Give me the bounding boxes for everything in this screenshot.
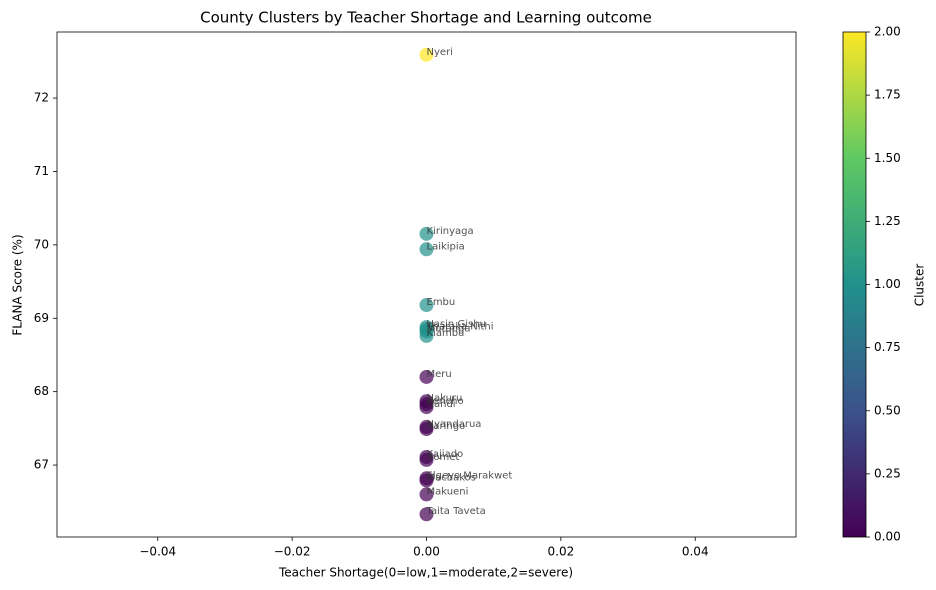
point-label: Machakos [427,472,476,483]
y-tick-label: 71 [34,164,49,178]
colorbar-tick-label: 2.00 [874,25,901,39]
chart-title: County Clusters by Teacher Shortage and … [200,9,652,27]
point-label: Uasin Gishu [427,319,486,330]
point-label: Kericho [427,396,464,407]
point-label: Taita Taveta [426,506,486,517]
colorbar-tick-label: 1.75 [874,88,901,102]
point-label: Nandi [427,399,456,410]
point-label: Embu [427,297,456,308]
x-axis-label: Teacher Shortage(0=low,1=moderate,2=seve… [278,566,573,580]
point-label: Tharaka Nithi [426,321,494,332]
x-tick-label: 0.04 [682,545,709,559]
point [419,369,434,384]
y-tick-label: 72 [34,91,49,105]
x-tick-label: −0.02 [274,545,311,559]
point-label: Makueni [427,486,469,497]
point-label: Kajiado [427,449,464,460]
point [419,298,434,313]
x-tick-label: 0.02 [548,545,575,559]
colorbar [842,31,867,538]
colorbar-tick-label: 0.00 [874,530,901,544]
point [419,507,434,522]
colorbar-tick-label: 1.50 [874,151,901,165]
point [419,328,434,343]
point [419,487,434,502]
point-label: Laikipia [427,241,465,252]
y-tick-label: 70 [34,237,49,251]
colorbar-tick-label: 0.50 [874,403,901,417]
point [419,422,434,437]
colorbar-label: Cluster [913,264,927,307]
colorbar-tick-label: 0.25 [874,466,901,480]
x-tick-label: 0.00 [413,545,440,559]
y-tick-label: 69 [34,311,49,325]
point-label: Bomet [427,452,460,463]
point-label: Nyeri [427,47,453,58]
point [419,473,434,488]
y-tick-label: 68 [34,384,49,398]
y-axis-label: FLANA Score (%) [11,234,25,335]
point-label: Kiambu [427,328,465,339]
point-label: Nyandarua [427,419,482,430]
point [419,226,434,241]
y-tick-label: 67 [34,458,49,472]
point [419,400,434,415]
point-label: Meru [427,369,452,380]
point-label: Muranga [427,323,471,334]
colorbar-tick-label: 1.25 [874,214,901,228]
point-label: Nakuru [427,393,463,404]
point-label: Kirinyaga [427,226,474,237]
point-label: Baringo [427,421,466,432]
point-label: Elgeyo Marakwet [427,470,513,481]
point [419,47,434,62]
colorbar-tick-label: 1.00 [874,277,901,291]
point [419,452,434,467]
point [419,242,434,257]
colorbar-tick-label: 0.75 [874,340,901,354]
x-tick-label: −0.04 [139,545,176,559]
